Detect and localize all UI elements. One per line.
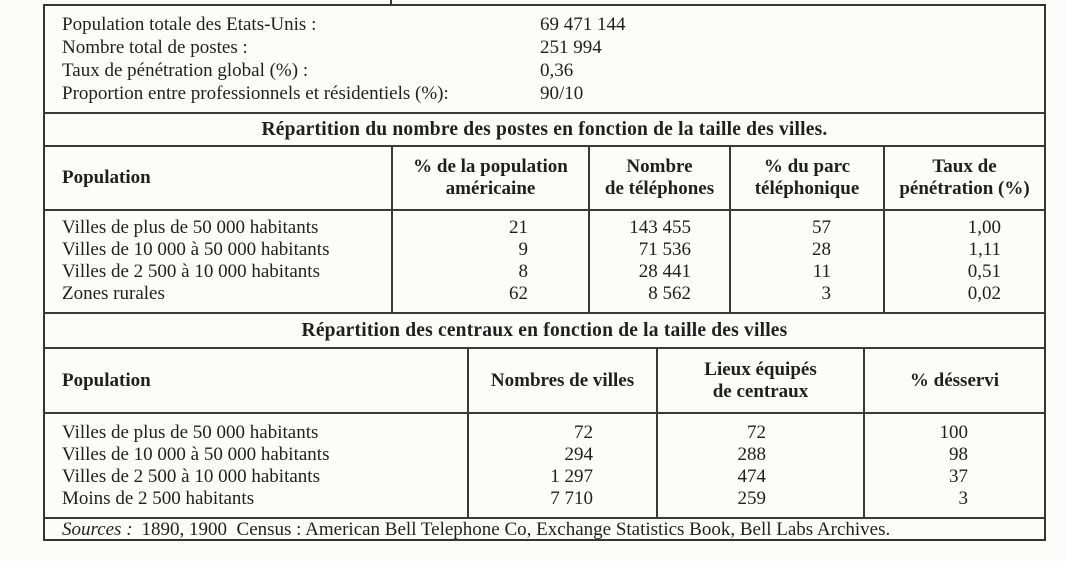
table-postes-title: Répartition du nombre des postes en fonc…	[45, 112, 1044, 145]
table-postes-header-row: Population % de la population américaine…	[45, 145, 1044, 209]
summary-label: Proportion entre professionnels et résid…	[62, 83, 449, 104]
sources-text: 1890, 1900 Census : American Bell Teleph…	[141, 519, 891, 540]
column-pct-parc: 57 28 11 3	[729, 211, 883, 312]
value-cell: 0,02	[967, 283, 1001, 304]
header-nombre-telephones: Nombre de téléphones	[588, 147, 729, 209]
statistics-table-frame: Population totale des Etats-Unis : 69 47…	[43, 4, 1046, 541]
value-cell: 1,00	[967, 217, 1001, 238]
summary-row: Population totale des Etats-Unis : 69 47…	[45, 13, 1044, 36]
value-cell: 9	[518, 239, 529, 260]
column-nombres-villes: 72 294 1 297 7 710	[467, 414, 656, 517]
value-cell: 0,51	[967, 261, 1001, 282]
summary-row: Proportion entre professionnels et résid…	[45, 82, 1044, 105]
sources-label: Sources :	[62, 519, 133, 540]
summary-row: Nombre total de postes : 251 994	[45, 36, 1044, 59]
column-nombre-telephones: 143 455 71 536 28 441 8 562	[588, 211, 729, 312]
value-cell: 7 710	[550, 488, 593, 509]
value-cell: 98	[949, 444, 968, 465]
row-label: Zones rurales	[62, 283, 165, 304]
summary-row: Taux de pénétration global (%) : 0,36	[45, 59, 1044, 82]
value-cell: 37	[949, 466, 968, 487]
value-cell: 474	[737, 466, 767, 487]
summary-label: Nombre total de postes :	[62, 37, 248, 58]
table-centraux-body: Villes de plus de 50 000 habitants Ville…	[45, 412, 1044, 517]
value-cell: 259	[737, 488, 767, 509]
row-label: Villes de 2 500 à 10 000 habitants	[62, 466, 320, 487]
row-label: Moins de 2 500 habitants	[62, 488, 255, 509]
value-cell: 8	[518, 261, 529, 282]
summary-value: 69 471 144	[540, 14, 626, 35]
summary-value: 251 994	[540, 37, 602, 58]
header-population: Population	[62, 369, 151, 391]
value-cell: 8 562	[648, 283, 691, 304]
column-taux-penetration: 1,00 1,11 0,51 0,02	[883, 211, 1044, 312]
crop-artifact-line	[390, 0, 392, 5]
header-taux-penetration: Taux de pénétration (%)	[883, 147, 1044, 209]
summary-label: Taux de pénétration global (%) :	[62, 60, 309, 81]
value-cell: 28	[812, 239, 831, 260]
header-pct-population: % de la population américaine	[391, 147, 588, 209]
value-cell: 11	[812, 261, 831, 282]
value-cell: 100	[939, 422, 969, 443]
column-lieux-equipes: 72 288 474 259	[656, 414, 863, 517]
value-cell: 3	[821, 283, 832, 304]
value-cell: 3	[958, 488, 969, 509]
row-label: Villes de 2 500 à 10 000 habitants	[62, 261, 320, 282]
table-centraux-header-row: Population Nombres de villes Lieux équip…	[45, 347, 1044, 412]
header-nombres-villes: Nombres de villes	[467, 349, 656, 412]
header-pct-desservi: % désservi	[863, 349, 1044, 412]
summary-label: Population totale des Etats-Unis :	[62, 14, 317, 35]
row-label: Villes de 10 000 à 50 000 habitants	[62, 239, 330, 260]
column-pct-desservi: 100 98 37 3	[863, 414, 1044, 517]
value-cell: 62	[509, 283, 528, 304]
header-pct-parc: % du parc téléphonique	[729, 147, 883, 209]
value-cell: 288	[737, 444, 767, 465]
value-cell: 1 297	[550, 466, 593, 487]
value-cell: 72	[574, 422, 593, 443]
column-population: Villes de plus de 50 000 habitants Ville…	[45, 422, 467, 517]
column-population: Villes de plus de 50 000 habitants Ville…	[45, 217, 391, 312]
value-cell: 21	[509, 217, 528, 238]
table-centraux-title: Répartition des centraux en fonction de …	[45, 312, 1044, 347]
summary-value: 90/10	[540, 83, 584, 104]
sources-row: Sources : 1890, 1900 Census : American Be…	[45, 517, 1044, 541]
value-cell: 1,11	[968, 239, 1001, 260]
value-cell: 71 536	[638, 239, 691, 260]
value-cell: 28 441	[638, 261, 691, 282]
value-cell: 294	[564, 444, 594, 465]
row-label: Villes de plus de 50 000 habitants	[62, 217, 319, 238]
header-lieux-equipes: Lieux équipés de centraux	[656, 349, 863, 412]
value-cell: 57	[812, 217, 831, 238]
summary-section: Population totale des Etats-Unis : 69 47…	[45, 6, 1044, 112]
value-cell: 72	[747, 422, 766, 443]
header-population: Population	[62, 167, 151, 188]
value-cell: 143 455	[629, 217, 691, 238]
table-postes-body: Villes de plus de 50 000 habitants Ville…	[45, 209, 1044, 312]
column-pct-population: 21 9 8 62	[391, 211, 588, 312]
row-label: Villes de 10 000 à 50 000 habitants	[62, 444, 330, 465]
row-label: Villes de plus de 50 000 habitants	[62, 422, 319, 443]
summary-value: 0,36	[540, 60, 574, 81]
